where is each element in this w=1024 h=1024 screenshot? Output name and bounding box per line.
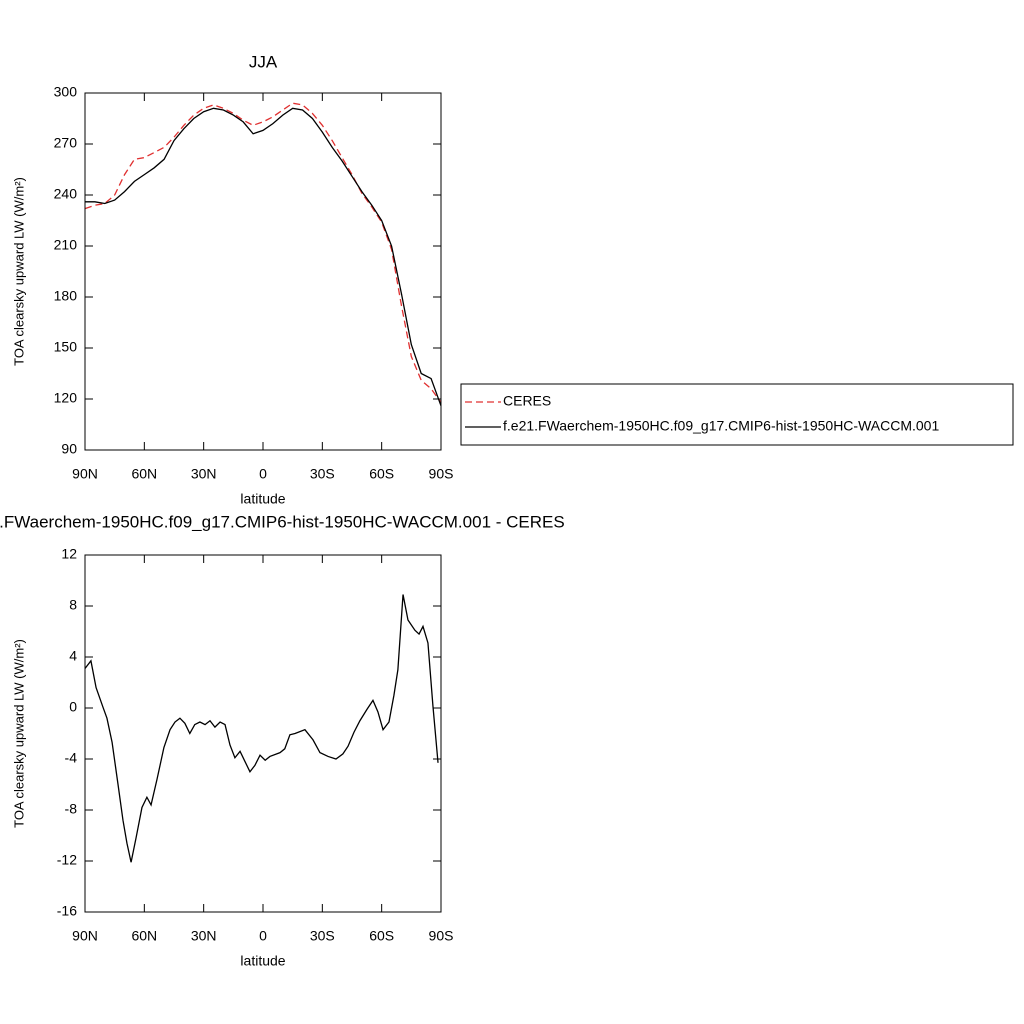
y-tick-label: 300: [54, 84, 78, 100]
x-tick-label: 30S: [310, 466, 335, 482]
y-tick-label: 210: [54, 237, 78, 253]
y-axis-label: TOA clearsky upward LW (W/m²): [11, 177, 26, 366]
x-tick-label: 60N: [131, 928, 157, 944]
legend-box: [460, 383, 1014, 446]
y-tick-label: -4: [65, 750, 78, 766]
x-tick-label: 90S: [429, 928, 454, 944]
y-tick-label: 12: [61, 546, 77, 562]
y-tick-label: 240: [54, 186, 78, 202]
y-tick-label: 180: [54, 288, 78, 304]
data-line: [84, 102, 442, 403]
x-tick-label: 90S: [429, 466, 454, 482]
y-tick-label: 4: [69, 648, 77, 664]
x-tick-label: 30N: [191, 466, 217, 482]
plot-frame: [84, 92, 442, 451]
x-tick-label: 60N: [131, 466, 157, 482]
y-tick-label: 150: [54, 339, 78, 355]
x-tick-label: 30N: [191, 928, 217, 944]
chart-title: JJA: [249, 52, 278, 71]
y-tick-label: 120: [54, 390, 78, 406]
legend-label: CERES: [503, 393, 551, 409]
y-tick-label: -16: [57, 903, 77, 919]
data-line: [85, 107, 442, 407]
y-tick-label: 90: [61, 441, 77, 457]
x-tick-label: 60S: [369, 928, 394, 944]
x-axis-label: latitude: [240, 491, 285, 507]
x-tick-label: 60S: [369, 466, 394, 482]
y-tick-label: 8: [69, 597, 77, 613]
chart-title: f.e21.FWaerchem-1950HC.f09_g17.CMIP6-his…: [0, 512, 565, 531]
y-tick-label: -8: [65, 801, 78, 817]
x-axis-label: latitude: [240, 953, 285, 969]
x-tick-label: 0: [259, 928, 267, 944]
x-tick-label: 30S: [310, 928, 335, 944]
x-tick-label: 90N: [72, 928, 98, 944]
plot-frame: [84, 554, 442, 913]
y-axis-label: TOA clearsky upward LW (W/m²): [11, 639, 26, 828]
legend-label: f.e21.FWaerchem-1950HC.f09_g17.CMIP6-his…: [503, 418, 939, 434]
data-line: [84, 594, 439, 863]
y-tick-label: 0: [69, 699, 77, 715]
y-tick-label: 270: [54, 135, 78, 151]
y-tick-label: -12: [57, 852, 77, 868]
x-tick-label: 90N: [72, 466, 98, 482]
x-tick-label: 0: [259, 466, 267, 482]
